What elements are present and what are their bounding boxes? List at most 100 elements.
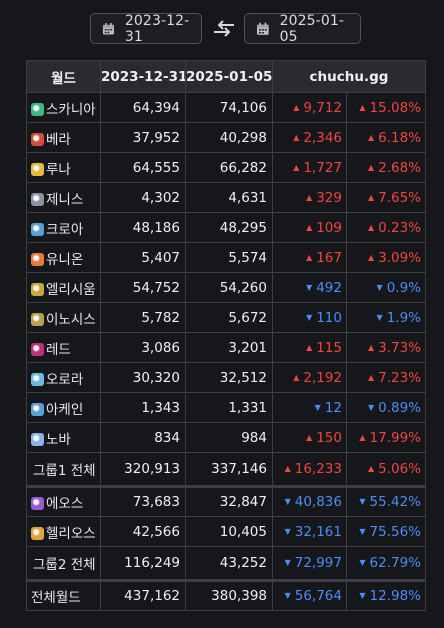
- helios-icon: [31, 526, 44, 540]
- change-percent: 0.89%: [378, 399, 421, 416]
- change-percent: 3.73%: [378, 339, 421, 356]
- triangle-down-icon: ▼: [367, 402, 375, 412]
- change-cell: ▲ 1,727: [272, 152, 347, 183]
- value-to-cell: 984: [185, 422, 273, 453]
- change-cell: ▼ 32,161: [272, 516, 347, 547]
- grand-total-row: 전체월드 437,162 380,398 ▼ 56,764 ▼ 12.98%: [26, 580, 426, 611]
- world-name: 루나: [46, 161, 71, 178]
- triangle-up-icon: ▲: [306, 192, 313, 202]
- triangle-down-icon: ▼: [359, 526, 366, 536]
- triangle-down-icon: ▼: [284, 591, 291, 600]
- triangle-down-icon: ▼: [376, 282, 383, 292]
- change-percent-cell: ▼ 12.98%: [346, 580, 426, 611]
- value-to-cell: 48,295: [185, 212, 273, 243]
- change-value: 56,764: [294, 588, 342, 604]
- change-value: 12: [324, 399, 342, 416]
- change-percent: 17.99%: [369, 429, 421, 446]
- world-name-cell: 에오스: [26, 486, 101, 517]
- date-range-bar: 2023-12-31 2025-01-05: [0, 13, 444, 45]
- value-from-cell: 116,249: [100, 546, 186, 582]
- change-percent-cell: ▲ 17.99%: [346, 422, 426, 453]
- change-percent: 75.56%: [369, 523, 421, 540]
- value-from-cell: 37,952: [100, 122, 186, 153]
- value-to-cell: 74,106: [185, 92, 273, 123]
- world-name: 전체월드: [31, 590, 81, 606]
- triangle-down-icon: ▼: [376, 312, 383, 322]
- change-percent: 15.08%: [369, 99, 421, 116]
- world-name: 오로라: [46, 371, 84, 388]
- change-percent-cell: ▼ 0.9%: [346, 272, 426, 303]
- triangle-up-icon: ▲: [306, 252, 313, 262]
- change-cell: ▲ 16,233: [272, 452, 347, 488]
- change-value: 9,712: [303, 99, 342, 116]
- calendar-icon: [256, 22, 269, 35]
- value-from-cell: 5,407: [100, 242, 186, 273]
- table-row: 크로아 48,186 48,295 ▲ 109 ▲ 0.23%: [26, 212, 426, 243]
- calendar-icon: [102, 22, 114, 35]
- table-row: 베라 37,952 40,298 ▲ 2,346 ▲ 6.18%: [26, 122, 426, 153]
- world-name: 헬리오스: [46, 525, 96, 542]
- change-percent: 0.23%: [378, 219, 421, 236]
- change-value: 167: [316, 249, 342, 266]
- triangle-down-icon: ▼: [284, 526, 291, 536]
- table-row: 스카니아 64,394 74,106 ▲ 9,712 ▲ 15.08%: [26, 92, 426, 123]
- change-percent-cell: ▲ 3.09%: [346, 242, 426, 273]
- world-name: 에오스: [46, 496, 84, 512]
- value-from-cell: 834: [100, 422, 186, 453]
- change-cell: ▲ 109: [272, 212, 347, 243]
- value-to-cell: 337,146: [185, 452, 273, 488]
- date-from-button[interactable]: 2023-12-31: [90, 13, 202, 45]
- header-source: chuchu.gg: [272, 60, 426, 93]
- swap-arrows-icon[interactable]: [212, 18, 236, 40]
- change-percent-cell: ▲ 0.23%: [346, 212, 426, 243]
- world-name-cell: 헬리오스: [26, 516, 101, 547]
- value-to-cell: 3,201: [185, 332, 273, 363]
- change-value: 150: [316, 429, 342, 446]
- change-value: 329: [316, 189, 342, 206]
- header-world[interactable]: 월드: [26, 60, 101, 93]
- world-name-cell: 오로라: [26, 362, 101, 393]
- world-name-cell: 그룹1 전체: [26, 452, 101, 488]
- change-cell: ▲ 167: [272, 242, 347, 273]
- group-total-row: 그룹2 전체 116,249 43,252 ▼ 72,997 ▼ 62.79%: [26, 546, 426, 582]
- world-name-cell: 루나: [26, 152, 101, 183]
- triangle-down-icon: ▼: [306, 312, 313, 322]
- change-value: 109: [316, 219, 342, 236]
- triangle-down-icon: ▼: [306, 282, 313, 292]
- date-to-button[interactable]: 2025-01-05: [244, 13, 361, 45]
- world-name: 제니스: [46, 191, 84, 208]
- world-name: 엘리시움: [46, 281, 96, 298]
- header-date-to[interactable]: 2025-01-05: [185, 60, 273, 93]
- value-to-cell: 10,405: [185, 516, 273, 547]
- world-name: 그룹1 전체: [33, 463, 96, 479]
- value-to-cell: 54,260: [185, 272, 273, 303]
- triangle-up-icon: ▲: [367, 252, 375, 262]
- change-cell: ▼ 40,836: [272, 486, 347, 517]
- value-from-cell: 42,566: [100, 516, 186, 547]
- change-percent: 7.23%: [378, 369, 421, 386]
- world-name: 베라: [46, 131, 71, 148]
- luna-icon: [31, 162, 44, 176]
- world-name-cell: 그룹2 전체: [26, 546, 101, 582]
- change-value: 110: [316, 309, 342, 326]
- table-row: 아케인 1,343 1,331 ▼ 12 ▼ 0.89%: [26, 392, 426, 423]
- change-percent-cell: ▲ 7.65%: [346, 182, 426, 213]
- value-to-cell: 43,252: [185, 546, 273, 582]
- value-to-cell: 4,631: [185, 182, 273, 213]
- triangle-up-icon: ▲: [306, 222, 313, 232]
- value-to-cell: 380,398: [185, 580, 273, 611]
- triangle-up-icon: ▲: [359, 432, 366, 442]
- value-from-cell: 320,913: [100, 452, 186, 488]
- table-row: 엘리시움 54,752 54,260 ▼ 492 ▼ 0.9%: [26, 272, 426, 303]
- value-to-cell: 40,298: [185, 122, 273, 153]
- header-date-from[interactable]: 2023-12-31: [100, 60, 186, 93]
- change-percent-cell: ▲ 3.73%: [346, 332, 426, 363]
- world-name: 스카니아: [46, 101, 96, 118]
- table-body: 스카니아 64,394 74,106 ▲ 9,712 ▲ 15.08% 베라 37,952 40,…: [26, 92, 426, 611]
- triangle-up-icon: ▲: [367, 132, 375, 142]
- change-percent-cell: ▲ 6.18%: [346, 122, 426, 153]
- triangle-down-icon: ▼: [359, 497, 366, 506]
- triangle-up-icon: ▲: [367, 342, 375, 352]
- value-to-cell: 5,574: [185, 242, 273, 273]
- world-name: 그룹2 전체: [33, 557, 96, 573]
